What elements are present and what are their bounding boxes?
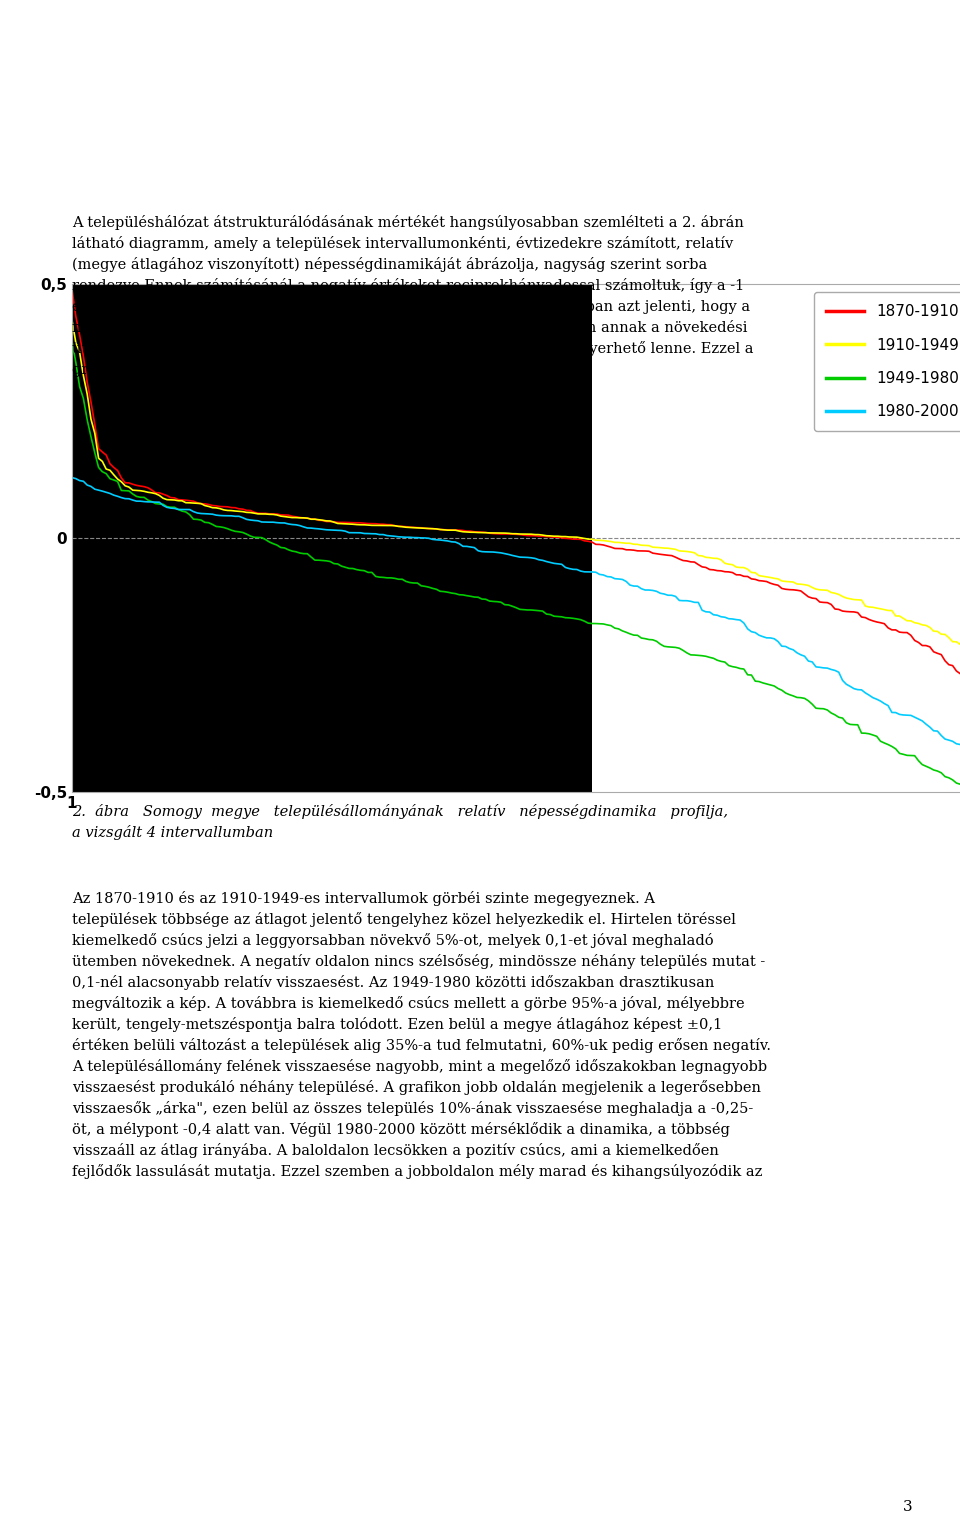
- 1870-1910: [210, 496, 222, 515]
- Line: 1949-1980: 1949-1980: [72, 341, 960, 795]
- 1980-2000: [666, 586, 678, 604]
- 1949-1980: [909, 747, 921, 765]
- Text: A településhálózat átstrukturálódásának mértékét hangsúlyosabban szemlélteti a 2: A településhálózat átstrukturálódásának …: [72, 215, 754, 377]
- 1980-2000: [66, 469, 78, 487]
- 1980-2000: [105, 484, 116, 503]
- 1870-1910: [127, 475, 138, 493]
- 1910-1949: [127, 481, 138, 500]
- 1980-2000: [127, 490, 138, 509]
- 1910-1949: [66, 310, 78, 329]
- 1949-1980: [373, 569, 385, 587]
- 1910-1949: [105, 461, 116, 480]
- Text: 2.  ábra   Somogy  megye   településállományának   relatív   népességdinamika   : 2. ábra Somogy megye településállományán…: [72, 804, 728, 839]
- Bar: [72, 284, 592, 792]
- 1870-1910: [66, 280, 78, 298]
- 1949-1980: [127, 484, 138, 503]
- Line: 1910-1949: 1910-1949: [72, 320, 960, 658]
- 1910-1949: [666, 539, 678, 558]
- 1910-1949: [373, 516, 385, 535]
- 1949-1980: [66, 332, 78, 350]
- Line: 1870-1910: 1870-1910: [72, 289, 960, 689]
- 1980-2000: [210, 506, 222, 524]
- 1949-1980: [666, 638, 678, 656]
- 1870-1910: [666, 546, 678, 564]
- Legend: 1870-1910, 1910-1949, 1949-1980, 1980-2000: 1870-1910, 1910-1949, 1949-1980, 1980-20…: [814, 292, 960, 432]
- 1949-1980: [210, 518, 222, 536]
- 1910-1949: [909, 613, 921, 632]
- 1980-2000: [373, 526, 385, 544]
- 1870-1910: [105, 455, 116, 473]
- Line: 1980-2000: 1980-2000: [72, 478, 960, 758]
- 1870-1910: [909, 632, 921, 650]
- 1870-1910: [373, 515, 385, 533]
- Text: 3: 3: [902, 1500, 912, 1514]
- 1949-1980: [105, 469, 116, 487]
- 1980-2000: [909, 709, 921, 727]
- Text: Az 1870-1910 és az 1910-1949-es intervallumok görbéi szinte megegyeznek. A
telep: Az 1870-1910 és az 1910-1949-es interval…: [72, 891, 771, 1179]
- 1910-1949: [210, 498, 222, 516]
